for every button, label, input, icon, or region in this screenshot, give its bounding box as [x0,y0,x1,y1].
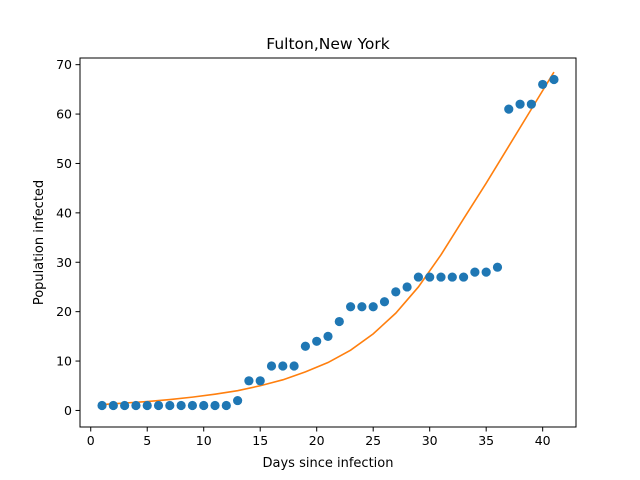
data-point [289,361,299,371]
data-points-layer [97,74,559,411]
data-point [97,400,107,411]
y-tick-label: 50 [56,156,72,171]
y-axis-label: Population infected [32,180,47,305]
y-tick-label: 20 [56,304,72,319]
data-point [244,376,254,386]
data-point [255,376,265,386]
data-point [300,341,310,351]
x-tick-label: 0 [87,433,95,448]
axes-frame [79,57,577,428]
data-point [210,400,220,411]
data-point [266,361,277,371]
fit-line [101,71,555,406]
data-point [470,267,480,277]
data-point [312,336,322,346]
data-point [233,395,243,406]
data-point [425,272,435,282]
y-tick-label: 70 [56,57,72,72]
data-point [334,316,344,327]
data-point [515,99,525,109]
data-point [538,79,548,90]
data-point [131,400,141,411]
data-point [526,99,536,109]
data-point [199,400,209,411]
data-point [413,272,423,282]
data-point [142,400,152,411]
data-point [165,400,175,411]
fit-line-layer [101,71,555,406]
x-tick-label: 30 [422,433,438,448]
data-point [492,262,503,272]
data-point [221,400,231,411]
axes-layer: 0 5 10 15 20 25 30 35 40 0 10 20 30 40 50 60 70 [56,57,577,448]
data-point [402,282,412,292]
data-point [436,272,446,282]
data-point [481,267,491,277]
y-tick-label: 60 [56,107,72,122]
y-tick-label: 30 [56,255,72,270]
data-point [458,272,469,282]
y-tick-label: 40 [56,205,72,220]
x-tick-label: 10 [196,433,212,448]
data-point [357,302,367,312]
data-point [278,361,288,371]
data-point [108,400,118,411]
x-tick-label: 25 [365,433,381,448]
data-point [346,302,356,312]
x-tick-label: 5 [143,433,151,448]
x-axis-label: Days since infection [263,456,394,471]
x-tick-label: 35 [478,433,494,448]
x-tick-label: 15 [252,433,268,448]
x-tick-label: 40 [535,433,551,448]
data-point [368,302,378,312]
data-point [504,104,514,114]
y-tick-label: 10 [56,354,72,369]
data-point [176,400,186,411]
chart-title: Fulton,New York [266,35,390,53]
y-tick-label: 0 [64,403,72,418]
data-point [391,287,401,297]
data-point [120,400,130,411]
data-point [549,74,559,85]
data-point [323,331,333,341]
data-point [187,400,198,411]
data-point [447,272,457,282]
data-point [153,400,164,411]
x-tick-label: 20 [309,433,325,448]
data-point [379,297,390,307]
